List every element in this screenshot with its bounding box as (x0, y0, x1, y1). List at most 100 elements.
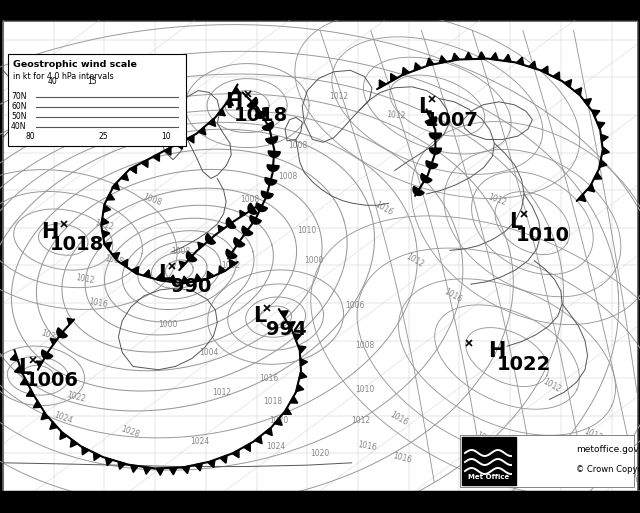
Text: 1016: 1016 (442, 287, 464, 305)
Text: 1012: 1012 (386, 110, 406, 121)
Polygon shape (280, 311, 288, 318)
Bar (0, 491, 640, 513)
Polygon shape (425, 117, 436, 125)
Polygon shape (187, 135, 194, 143)
Polygon shape (104, 242, 112, 250)
Polygon shape (390, 73, 397, 82)
Text: L: L (509, 212, 523, 232)
Polygon shape (194, 274, 202, 282)
Polygon shape (574, 88, 582, 95)
Text: 1016: 1016 (357, 440, 378, 452)
Text: Geostrophic wind scale: Geostrophic wind scale (13, 60, 137, 69)
Text: 1010: 1010 (355, 385, 374, 394)
Text: 1020: 1020 (269, 416, 289, 425)
Text: 1010: 1010 (298, 226, 317, 234)
Polygon shape (232, 87, 241, 93)
Polygon shape (26, 389, 35, 397)
Text: 1012: 1012 (541, 377, 562, 394)
Text: 70N: 70N (11, 92, 26, 101)
Text: 1008: 1008 (104, 254, 124, 267)
Text: 1006: 1006 (345, 301, 365, 310)
Text: 40: 40 (47, 76, 57, 86)
Text: 1002: 1002 (221, 261, 241, 270)
Polygon shape (112, 252, 120, 260)
Polygon shape (141, 160, 148, 167)
Polygon shape (143, 467, 151, 474)
Text: 50N: 50N (11, 112, 26, 121)
Polygon shape (250, 215, 261, 224)
Polygon shape (93, 452, 100, 461)
Text: 1018: 1018 (234, 106, 288, 125)
Text: 1016: 1016 (260, 373, 279, 383)
Text: 1008: 1008 (171, 247, 190, 256)
Text: 1022: 1022 (65, 390, 86, 404)
Polygon shape (175, 141, 182, 149)
Text: 80: 80 (25, 131, 35, 141)
Polygon shape (226, 249, 237, 259)
Polygon shape (131, 465, 138, 472)
Text: 1010: 1010 (516, 226, 570, 245)
Text: Forecast chart (T+24) Valid 12 UTC Thu 13 Jun 2024: Forecast chart (T+24) Valid 12 UTC Thu 1… (6, 6, 205, 15)
Polygon shape (439, 55, 447, 63)
Text: 25: 25 (98, 131, 108, 141)
Text: 1016: 1016 (392, 451, 413, 465)
Polygon shape (284, 407, 291, 415)
Polygon shape (198, 127, 206, 135)
Polygon shape (261, 191, 273, 199)
Polygon shape (414, 63, 422, 71)
Polygon shape (265, 177, 277, 185)
Text: 1000: 1000 (304, 256, 323, 265)
Polygon shape (36, 361, 43, 367)
Text: 1008: 1008 (288, 141, 307, 150)
Text: 1007: 1007 (424, 110, 478, 129)
Polygon shape (592, 110, 600, 117)
Polygon shape (266, 136, 278, 144)
Polygon shape (42, 350, 52, 359)
Polygon shape (429, 133, 442, 139)
Polygon shape (541, 66, 548, 74)
Polygon shape (186, 252, 197, 262)
Polygon shape (578, 194, 586, 202)
Polygon shape (234, 238, 244, 247)
Polygon shape (564, 80, 572, 88)
Text: 60N: 60N (11, 102, 26, 111)
Polygon shape (290, 396, 298, 403)
Polygon shape (20, 378, 28, 385)
Polygon shape (255, 109, 266, 119)
Polygon shape (168, 275, 176, 282)
Polygon shape (50, 422, 58, 429)
Polygon shape (421, 173, 432, 183)
Polygon shape (256, 203, 268, 211)
Polygon shape (597, 122, 605, 129)
Polygon shape (247, 97, 257, 108)
Text: 994: 994 (266, 320, 307, 339)
Polygon shape (156, 468, 164, 475)
Text: 1024: 1024 (52, 410, 74, 426)
Text: 1008: 1008 (141, 192, 163, 207)
Text: 1024: 1024 (40, 328, 61, 343)
Polygon shape (101, 218, 109, 225)
Bar (460, 435, 634, 487)
Polygon shape (262, 122, 273, 130)
Text: 1022: 1022 (497, 355, 551, 374)
Polygon shape (112, 182, 120, 190)
Polygon shape (244, 443, 250, 451)
Polygon shape (402, 67, 410, 75)
Text: 1016: 1016 (373, 200, 394, 218)
Text: 40N: 40N (11, 122, 26, 131)
Polygon shape (380, 80, 386, 88)
Polygon shape (529, 61, 536, 69)
Polygon shape (465, 52, 472, 60)
Polygon shape (602, 147, 609, 155)
Polygon shape (131, 267, 139, 274)
Polygon shape (584, 98, 591, 106)
Polygon shape (516, 57, 524, 65)
Polygon shape (587, 184, 595, 192)
Polygon shape (198, 242, 204, 249)
Text: in kt for 4.0 hPa intervals: in kt for 4.0 hPa intervals (13, 71, 114, 81)
Text: Met Office: Met Office (468, 474, 509, 480)
Polygon shape (169, 468, 177, 475)
Polygon shape (10, 353, 18, 361)
Polygon shape (601, 134, 608, 142)
Text: 1012: 1012 (212, 388, 231, 397)
